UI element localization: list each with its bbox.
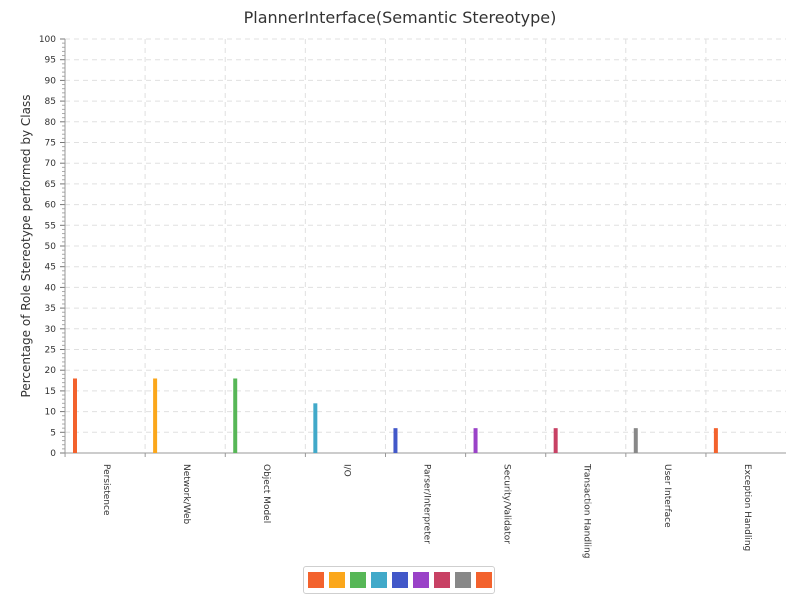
y-tick-label: 80 — [45, 118, 57, 128]
y-tick-label: 45 — [45, 263, 56, 273]
x-tick-label: Security/Validator — [502, 464, 512, 544]
y-tick-label: 50 — [45, 242, 57, 252]
x-tick-label: Transaction Handling — [582, 463, 592, 558]
y-tick-label: 10 — [45, 408, 57, 418]
legend-swatch — [455, 572, 471, 588]
y-tick-label: 25 — [45, 346, 56, 356]
legend-swatch — [434, 572, 450, 588]
legend-swatch — [392, 572, 408, 588]
y-tick-label: 5 — [50, 428, 56, 438]
legend-swatch — [350, 572, 366, 588]
x-tick-label: I/O — [341, 464, 351, 477]
chart-title: PlannerInterface(Semantic Stereotype) — [244, 8, 557, 27]
bar — [393, 428, 398, 453]
y-tick-label: 40 — [45, 283, 57, 293]
x-tick-label: User Interface — [662, 464, 672, 528]
x-tick-label: Object Model — [261, 464, 271, 523]
legend-swatch — [413, 572, 429, 588]
y-tick-label: 60 — [45, 201, 57, 211]
y-tick-label: 95 — [45, 56, 56, 66]
x-tick-label: Network/Web — [181, 464, 191, 525]
y-axis-label: Percentage of Role Stereotype performed … — [19, 95, 33, 398]
y-tick-label: 30 — [45, 325, 57, 335]
bar — [233, 378, 238, 453]
bar — [73, 378, 77, 453]
y-tick-label: 70 — [45, 159, 57, 169]
legend-swatch — [329, 572, 345, 588]
bar — [633, 428, 638, 453]
y-tick-label: 100 — [39, 35, 56, 45]
legend-swatch — [476, 572, 492, 588]
y-tick-label: 0 — [50, 449, 56, 459]
y-tick-labels: 0 5 10 15 20 25 30 35 40 45 50 55 60 65 70 75 80 85 90 95 10… — [39, 35, 56, 459]
bar — [473, 428, 478, 453]
x-tick-label: Persistence — [101, 464, 111, 516]
x-tick-labels: Persistence Network/Web Object Model I/O Par… — [101, 463, 752, 558]
legend-swatch — [371, 572, 387, 588]
bar — [153, 378, 158, 453]
y-tick-label: 35 — [45, 304, 56, 314]
y-tick-label: 90 — [45, 76, 57, 86]
x-tick-label: Parser/Interpreter — [421, 464, 431, 544]
legend — [303, 566, 495, 594]
axes — [60, 38, 786, 457]
y-tick-label: 85 — [45, 97, 56, 107]
bar — [553, 428, 558, 453]
y-tick-label: 20 — [45, 366, 57, 376]
y-tick-label: 65 — [45, 180, 56, 190]
grid — [65, 38, 786, 453]
y-tick-label: 15 — [45, 387, 56, 397]
y-tick-label: 75 — [45, 139, 56, 149]
bar — [313, 403, 318, 453]
legend-swatch — [308, 572, 324, 588]
bar — [713, 428, 718, 453]
bars — [73, 378, 718, 453]
x-tick-label: Exception Handling — [742, 464, 752, 551]
y-tick-label: 55 — [45, 221, 56, 231]
